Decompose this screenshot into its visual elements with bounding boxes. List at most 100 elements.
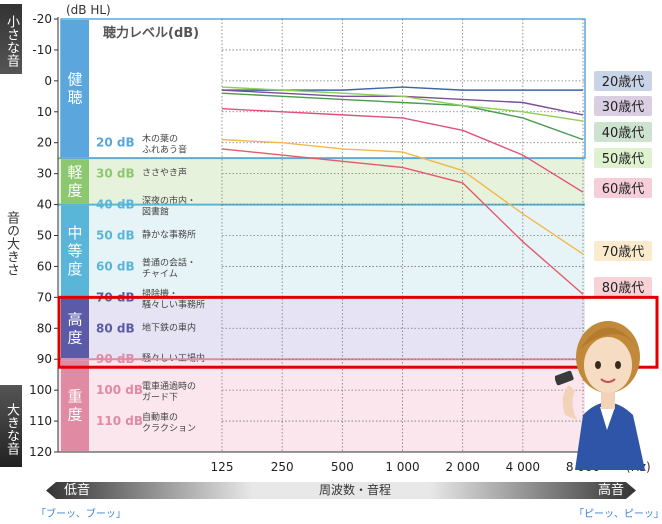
band-1 (58, 158, 585, 205)
frequency-bar (46, 482, 636, 499)
band-example-text-2-2-0: 普通の会話・ (142, 256, 196, 268)
legend-label-4: 60歳代 (602, 182, 645, 197)
series-line-5 (221, 138, 584, 255)
band-example-text-2-2-1: チャイム (142, 268, 178, 279)
band-example-db-2-2: 60 dB (96, 259, 135, 273)
band-name-1-1: 度 (67, 181, 82, 199)
legend-swatch-2 (594, 122, 652, 142)
legend-swatch-0 (594, 71, 652, 91)
band-example-text-0-0-1: ふれあう音 (142, 144, 187, 156)
y-tick-label-14: 120 (29, 445, 52, 459)
quiet-sound-bar: 小さな音 (0, 4, 22, 74)
band-example-text-2-1-0: 静かな事務所 (142, 229, 196, 241)
legend-label-5: 70歳代 (602, 245, 645, 260)
x-tick-label-0: 125 (211, 460, 234, 474)
band-example-text-3-0-1: 騒々しい事務所 (142, 298, 205, 310)
y-tick-label-3: 10 (37, 105, 52, 119)
legend-label-3: 50歳代 (602, 152, 645, 167)
y-tick-label-12: 100 (29, 383, 52, 397)
x-tick-label-3: 1 000 (385, 460, 419, 474)
loudness-label-area: 音の大きさ (0, 198, 22, 288)
band-name-4-1: 度 (67, 406, 82, 424)
y-tick-label-1: -10 (32, 43, 52, 57)
band-example-text-4-2-0: 自動車の (142, 411, 178, 423)
band-head-0 (61, 20, 89, 158)
band-name-3-0: 高 (67, 310, 82, 328)
highlight-rect (57, 295, 659, 369)
band-4 (58, 359, 585, 452)
y-axis-unit: (dB HL) (66, 3, 111, 17)
band-example-db-1-0: 30 dB (96, 167, 135, 181)
loud-sound-label: 大きな音 (4, 403, 19, 455)
legend-swatch-4 (594, 178, 652, 198)
band-head-3 (61, 298, 89, 359)
band-2 (58, 204, 585, 298)
band-name-3-1: 度 (67, 328, 82, 346)
woman-illustration (555, 321, 645, 470)
age-legend: 20歳代 30歳代 40歳代 50歳代 60歳代 70歳代 80歳代 (594, 71, 652, 297)
band-example-text-4-2-1: クラクション (142, 423, 196, 434)
legend-label-1: 30歳代 (602, 100, 645, 115)
x-tick-label-2: 500 (331, 460, 354, 474)
y-tick-label-9: 70 (37, 290, 52, 304)
low-tone-label: 低音 (64, 483, 91, 498)
band-name-0-0: 健 (67, 71, 82, 89)
y-tick-label-13: 110 (29, 414, 52, 428)
y-tick-label-6: 40 (37, 198, 52, 212)
series-line-3 (221, 86, 584, 122)
y-tick-label-11: 90 (37, 352, 52, 366)
band-example-db-3-1: 80 dB (96, 321, 135, 335)
y-tick-label-4: 20 (37, 136, 52, 150)
chart-title: 聴力レベル(dB) (103, 25, 199, 41)
band-example-db-4-2: 110 dB (96, 414, 143, 428)
band-example-text-0-0-0: 木の葉の (142, 133, 178, 145)
band-head-1 (61, 159, 89, 204)
highlight-box (57, 295, 659, 369)
band-example-text-3-1-0: 地下鉄の車内 (142, 321, 196, 333)
loudness-label: 音の大きさ (4, 210, 19, 276)
legend-swatch-1 (594, 96, 652, 116)
band-example-db-2-1: 50 dB (96, 229, 135, 243)
series-line-4 (221, 107, 584, 193)
x-tick-label-1: 250 (271, 460, 294, 474)
band-head-2 (61, 205, 89, 297)
y-tick-label-2: 0 (44, 74, 52, 88)
band-name-4-0: 重 (67, 388, 82, 406)
legend-swatch-6 (594, 277, 652, 297)
quiet-sound-label: 小さな音 (4, 15, 19, 67)
high-tone-hint: 「ピーッ、ピーッ」 (574, 509, 662, 520)
band-example-text-2-0-1: 図書館 (142, 206, 169, 218)
healthy-frame (60, 18, 586, 159)
high-tone-label: 高音 (598, 483, 625, 498)
y-tick-label-0: -20 (32, 12, 52, 26)
band-name-1-0: 軽 (67, 163, 82, 181)
band-example-text-1-0-0: ささやき声 (142, 167, 187, 179)
x-tick-label-4: 2 000 (445, 460, 479, 474)
frequency-label: 周波数・音程 (318, 483, 391, 497)
legend-label-6: 80歳代 (602, 281, 645, 296)
series-line-6 (221, 148, 584, 295)
series-line-2 (221, 92, 584, 141)
band-name-0-1: 聴 (67, 89, 82, 107)
y-tick-label-10: 80 (37, 321, 52, 335)
x-tick-label-5: 4 000 (506, 460, 540, 474)
y-tick-label-5: 30 (37, 167, 52, 181)
age-series-lines (221, 86, 584, 295)
band-name-2-1: 等 (67, 242, 82, 260)
band-example-db-0-0: 20 dB (96, 136, 135, 150)
legend-label-0: 20歳代 (602, 75, 645, 90)
band-head-4 (61, 360, 89, 451)
band-0 (58, 19, 585, 159)
band-name-2-2: 度 (67, 260, 82, 278)
y-tick-label-7: 50 (37, 229, 52, 243)
band-example-db-4-1: 100 dB (96, 383, 143, 397)
legend-swatch-3 (594, 148, 652, 168)
low-tone-hint: 「ブーッ、ブーッ」 (36, 509, 126, 520)
legend-label-2: 40歳代 (602, 126, 645, 141)
y-tick-label-8: 60 (37, 259, 52, 273)
band-example-text-4-1-1: ガード下 (142, 392, 178, 403)
loud-sound-bar: 大きな音 (0, 385, 22, 467)
